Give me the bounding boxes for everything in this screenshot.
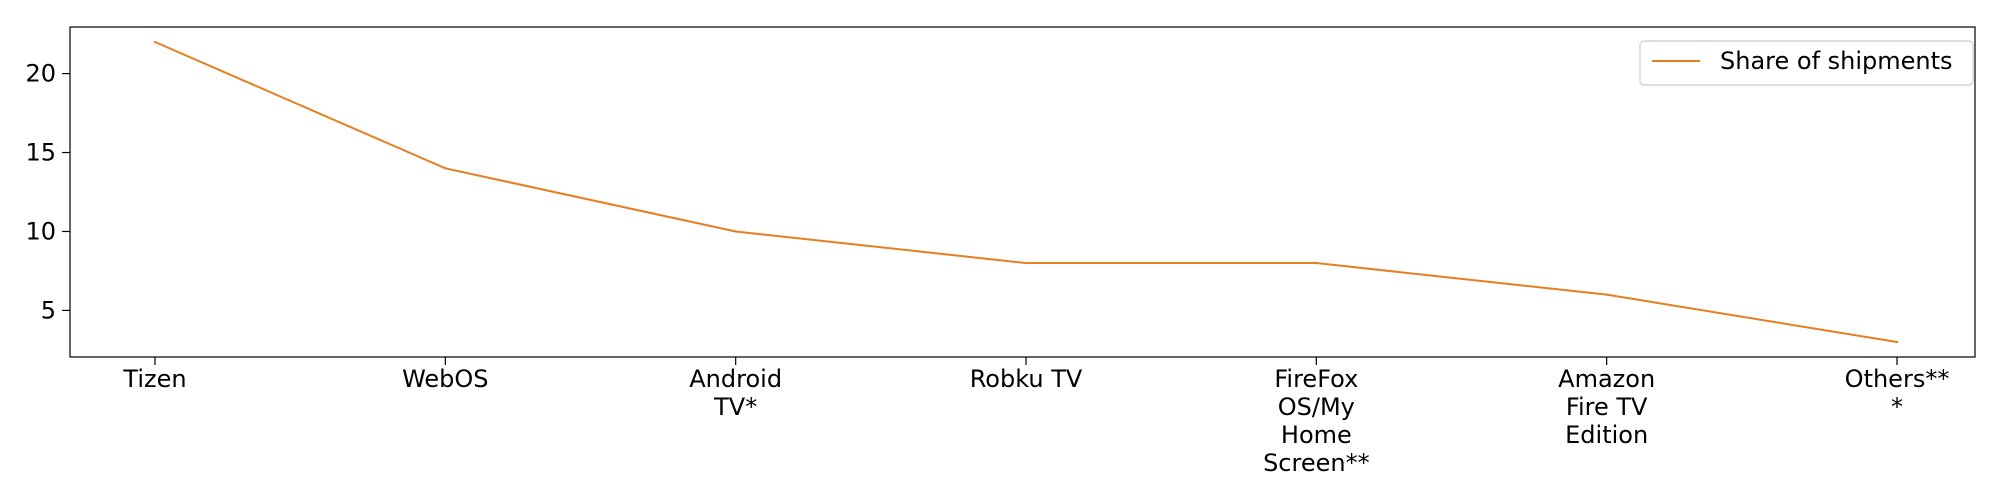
data-point	[1895, 340, 1899, 344]
y-axis: 5 10 15 20	[25, 60, 70, 324]
x-tick-label: Others** *	[1845, 365, 1950, 421]
x-tick-label: FireFox OS/My Home Screen**	[1263, 365, 1370, 477]
series-line	[154, 41, 1898, 343]
x-tick-label: WebOS	[402, 365, 488, 393]
legend-box	[1639, 40, 1974, 86]
legend: Share of shipments	[1639, 40, 1974, 86]
x-axis: Tizen WebOS Android TV* Robku TV FireFox OS/My…	[122, 357, 1949, 477]
x-tick-label: Android TV*	[689, 365, 782, 421]
y-tick-label: 15	[25, 139, 56, 167]
data-point	[1605, 293, 1608, 296]
data-point	[734, 230, 737, 233]
data-point	[153, 40, 157, 44]
plot-series	[153, 40, 1899, 344]
y-tick-label: 10	[25, 217, 56, 245]
legend-label: Share of shipments	[1720, 47, 1953, 75]
x-tick-label: Robku TV	[970, 365, 1083, 393]
x-tick-label: Tizen	[122, 365, 186, 393]
y-tick-label: 5	[41, 296, 56, 324]
data-point	[444, 167, 447, 170]
data-point	[1024, 261, 1028, 265]
data-point	[1315, 261, 1318, 265]
y-tick-label: 20	[25, 60, 56, 88]
x-tick-label: Amazon Fire TV Edition	[1558, 365, 1655, 449]
plot-frame	[69, 26, 1976, 358]
